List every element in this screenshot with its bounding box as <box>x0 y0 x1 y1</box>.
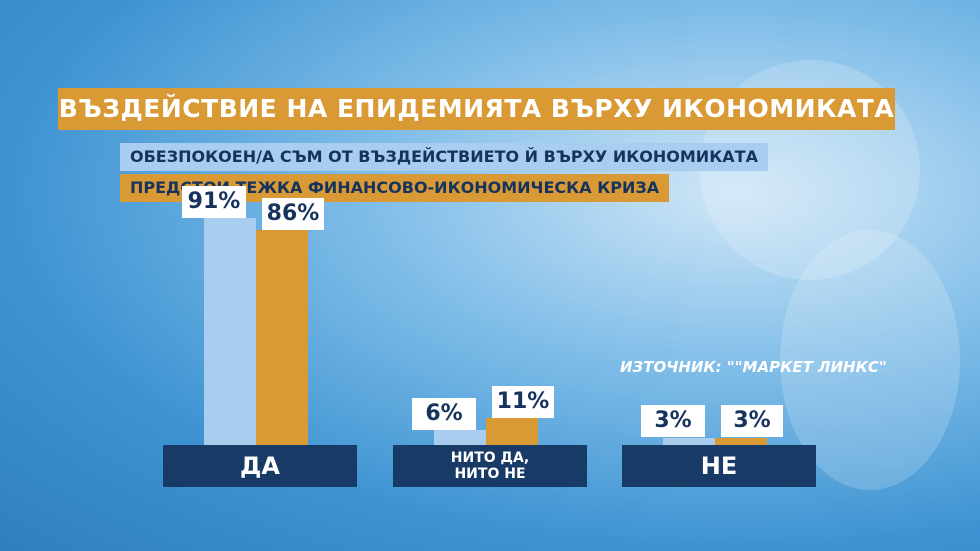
data-label: 86% <box>262 198 324 230</box>
bar <box>434 430 486 445</box>
legend-entry: ОБЕЗПОКОЕН/А СЪМ ОТ ВЪЗДЕЙСТВИЕТО Й ВЪРХ… <box>120 143 768 171</box>
source: ИЗТОЧНИК: ""МАРКЕТ ЛИНКС" <box>620 358 887 376</box>
data-label: 3% <box>721 405 783 437</box>
bar <box>715 437 767 445</box>
bar <box>663 437 715 445</box>
x-tick-label: НИТО ДА, НИТО НЕ <box>393 445 587 487</box>
bar <box>204 217 256 445</box>
data-label: 6% <box>412 398 476 430</box>
x-tick-label: ДА <box>163 445 357 487</box>
bar <box>486 417 538 445</box>
bar <box>256 230 308 445</box>
data-label: 3% <box>641 405 705 437</box>
data-label: 11% <box>492 385 554 418</box>
x-tick-label: НЕ <box>622 445 816 487</box>
chart-title: ВЪЗДЕЙСТВИЕ НА ЕПИДЕМИЯТА ВЪРХУ ИКОНОМИК… <box>58 88 895 130</box>
data-label: 91% <box>182 185 246 218</box>
